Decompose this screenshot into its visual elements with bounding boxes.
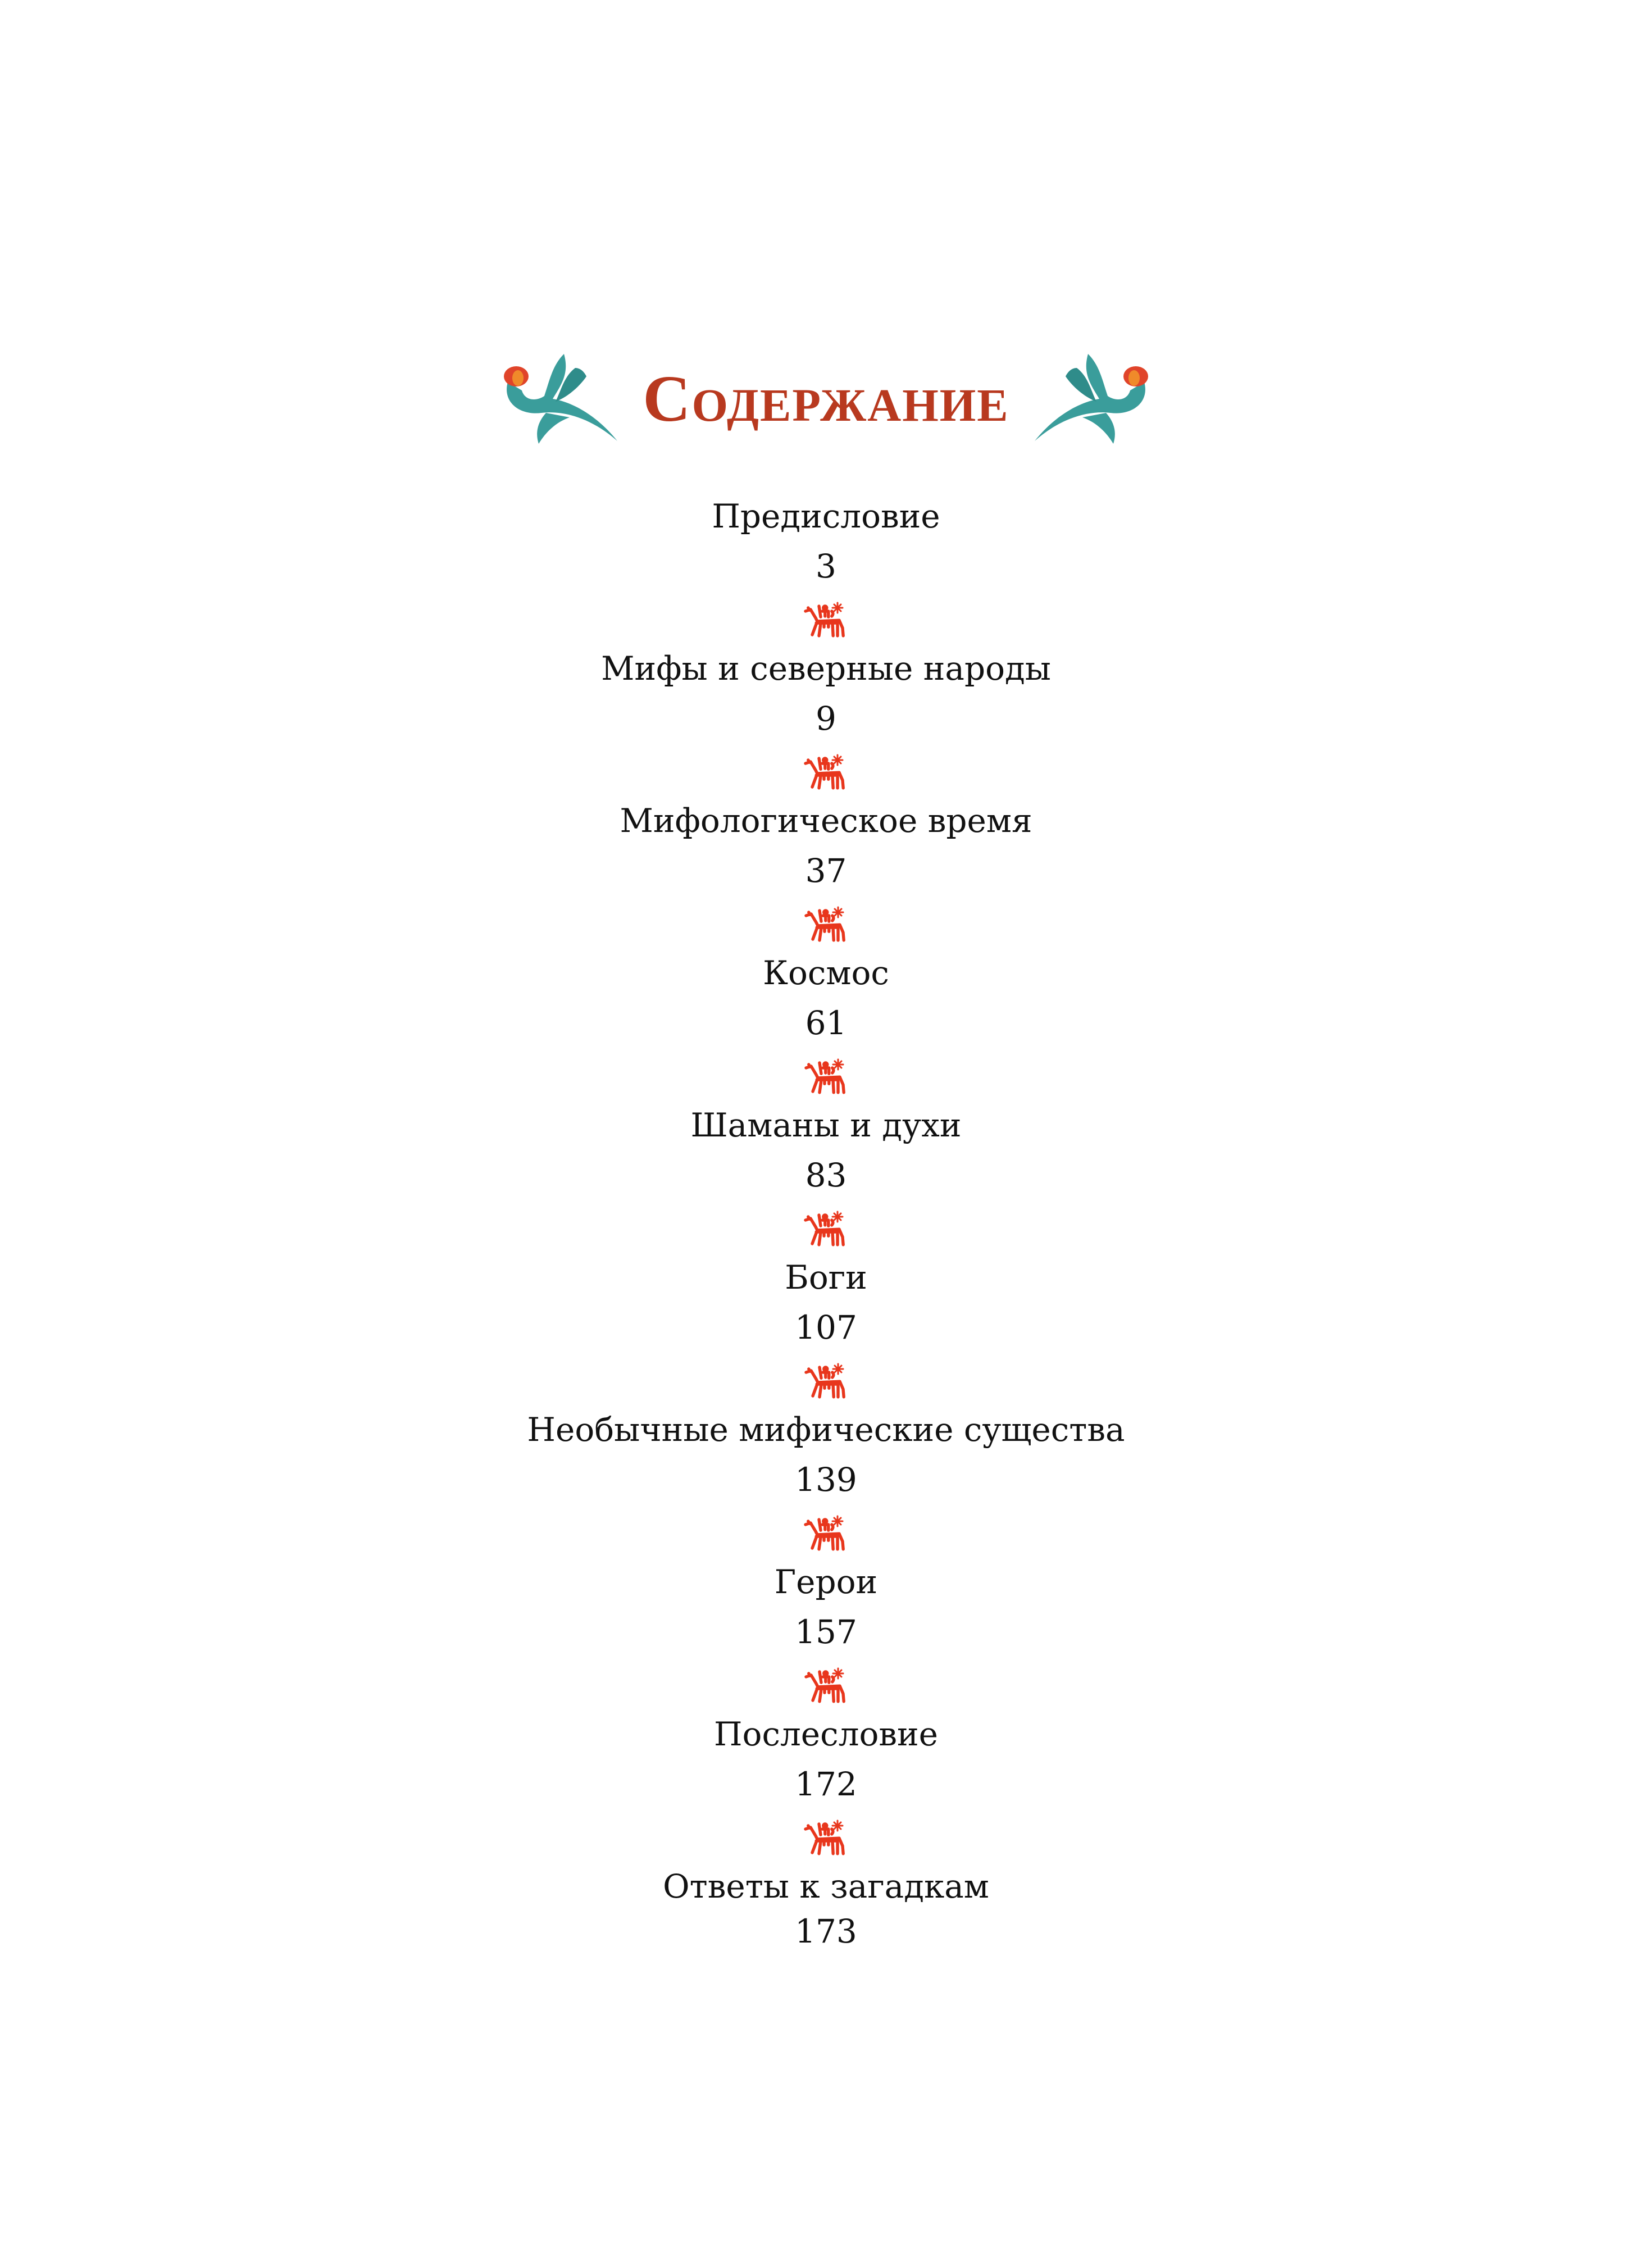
divider	[793, 1048, 860, 1100]
horse-rider-petroglyph-icon	[804, 1363, 845, 1398]
divider	[793, 896, 860, 948]
toc-entry-page-number: 139	[795, 1461, 857, 1499]
toc-entry-title[interactable]: Шаманы и духи	[690, 1106, 962, 1144]
toc-entry[interactable]: Необычные мифические существа 139	[527, 1405, 1125, 1557]
toc-entry[interactable]: Послесловие 172	[714, 1709, 938, 1862]
toc-entry-title[interactable]: Боги	[785, 1258, 867, 1297]
horse-rider-petroglyph-icon	[804, 1058, 845, 1094]
toc-entry[interactable]: Мифы и северные народы 9	[601, 644, 1051, 796]
divider	[792, 744, 859, 796]
toc-entry-title[interactable]: Мифологическое время	[620, 802, 1032, 840]
toc-entry[interactable]: Герои 157	[775, 1557, 877, 1709]
toc-entry-page-number: 3	[816, 547, 836, 585]
toc-entry-title[interactable]: Послесловие	[713, 1715, 939, 1753]
horse-rider-petroglyph-icon	[804, 602, 845, 637]
toc-entry[interactable]: Мифологическое время 37	[620, 796, 1032, 948]
toc-entry-page-number: 61	[805, 1004, 847, 1042]
toc-entry-title[interactable]: Герои	[774, 1563, 878, 1601]
toc-entry-title[interactable]: Ответы к загадкам	[663, 1867, 989, 1905]
horse-rider-petroglyph-icon	[804, 1667, 845, 1703]
toc-entry[interactable]: Предисловие 3	[712, 492, 940, 644]
horse-rider-petroglyph-icon	[804, 754, 845, 789]
divider	[792, 592, 859, 644]
divider	[792, 1505, 859, 1557]
page-title: Содержание	[643, 362, 1009, 435]
toc-entry-title[interactable]: Мифы и северные народы	[601, 649, 1051, 688]
horse-rider-petroglyph-icon	[804, 1211, 845, 1246]
floral-ornament-right-icon	[1034, 354, 1148, 444]
divider	[793, 1353, 860, 1405]
toc-entry-page-number: 107	[795, 1308, 857, 1347]
toc-entry-page-number: 83	[805, 1156, 847, 1194]
toc-entry-page-number: 157	[795, 1613, 857, 1651]
horse-rider-petroglyph-icon	[804, 1820, 845, 1855]
toc-entry-page-number: 173	[795, 1912, 857, 1950]
toc-entry-title[interactable]: Космос	[763, 954, 889, 992]
floral-ornament-left-icon	[504, 354, 618, 444]
toc-entry-page-number: 37	[805, 852, 847, 890]
divider	[792, 1809, 859, 1862]
toc-entry-page-number: 9	[816, 699, 836, 738]
toc-entry[interactable]: Шаманы и духи 83	[690, 1100, 962, 1253]
horse-rider-petroglyph-icon	[804, 906, 845, 941]
divider	[792, 1200, 859, 1253]
toc-entry-title[interactable]: Необычные мифические существа	[527, 1411, 1125, 1449]
toc-entry[interactable]: Боги 107	[785, 1253, 867, 1405]
toc-entry[interactable]: Ответы к загадкам 173	[663, 1862, 989, 1957]
toc-header: Содержание	[0, 348, 1652, 449]
toc-entry-page-number: 172	[795, 1765, 857, 1803]
divider	[793, 1657, 860, 1709]
toc-entry[interactable]: Космос 61	[763, 948, 889, 1100]
toc-entry-title[interactable]: Предисловие	[712, 497, 940, 535]
horse-rider-petroglyph-icon	[804, 1515, 845, 1550]
table-of-contents: Предисловие 3 Мифы и северные народы 9	[0, 492, 1652, 1957]
